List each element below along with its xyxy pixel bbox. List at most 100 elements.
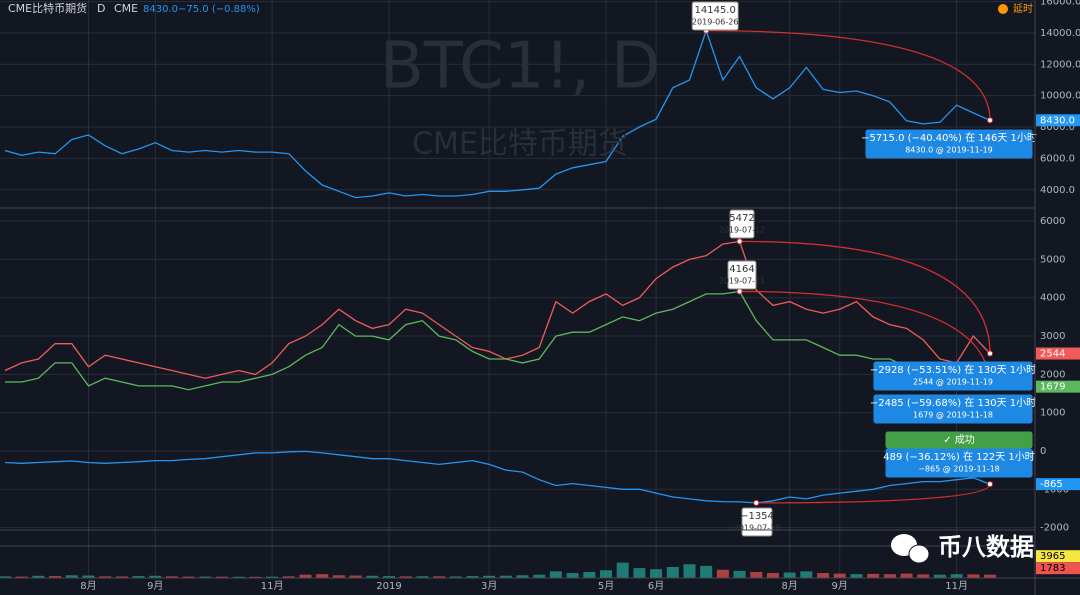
measure-point [987, 350, 993, 357]
price-badge [1036, 114, 1080, 127]
volume-bar [633, 568, 646, 578]
volume-bar [850, 574, 863, 578]
logo-icon [908, 544, 930, 564]
volume-bar [700, 565, 713, 578]
annotation-text: 14145.0 [695, 5, 736, 16]
y-tick-label: 12000.0 [1040, 59, 1080, 70]
price-badge-label: 2544 [1040, 349, 1065, 360]
price-badge-label: -865 [1040, 479, 1063, 490]
price-badge-label: 8430.0 [1040, 115, 1075, 126]
series-line [4, 450, 991, 504]
volume-bar [766, 573, 779, 578]
volume-bar [149, 575, 162, 578]
annotation-text: −865 @ 2019-11-18 [918, 465, 1000, 474]
symbol: CME比特币期货 [8, 1, 87, 15]
y-tick-label: 14000.0 [1040, 28, 1080, 39]
volume-bar [967, 574, 980, 578]
volume-bar [232, 576, 245, 578]
price-badge-label: 3965 [1040, 551, 1065, 562]
volume-bar [165, 576, 178, 578]
volume-bar [449, 576, 462, 578]
volume-bar [783, 572, 796, 578]
price-badge [1036, 550, 1080, 563]
volume-bar [566, 573, 579, 578]
annotation-text: 2544 @ 2019-11-19 [913, 378, 993, 387]
annotation-text: −2485 (−59.68%) 在 130天 1小时 [870, 397, 1036, 409]
measure-arc [756, 483, 991, 504]
volume-bar [299, 574, 312, 578]
y-tick-label: 5000 [1040, 254, 1065, 265]
y-tick-label: -2000 [1040, 523, 1069, 534]
measure-arc [706, 30, 991, 121]
annotation-box [885, 448, 1033, 478]
annotation-text: 8430.0 @ 2019-11-19 [905, 146, 993, 155]
volume-bar [833, 573, 846, 578]
measure-point [736, 288, 743, 295]
annotation-box [729, 209, 755, 239]
volume-bar [366, 575, 379, 578]
volume-bar [99, 576, 112, 578]
annotation-text: 2019-07-18 [734, 524, 781, 533]
x-tick-label: 8月 [80, 580, 96, 592]
annotation-box [873, 394, 1033, 424]
annotation-text: −2928 (−53.51%) 在 130天 1小时 [870, 364, 1036, 376]
y-tick-label: 10000.0 [1040, 91, 1080, 102]
y-tick-label: 6000 [1040, 216, 1065, 227]
price-badge [1036, 478, 1080, 491]
measure-point [987, 117, 993, 124]
volume-bar [65, 575, 78, 578]
volume-bar [49, 576, 62, 578]
volume-bar [583, 571, 596, 578]
volume-bar [800, 571, 813, 578]
volume-bar [733, 570, 746, 578]
price-badge [1036, 347, 1080, 360]
volume-bar [416, 576, 429, 578]
measure-arc [739, 240, 991, 354]
annotation-text: 5472 [729, 213, 754, 224]
annotation-text: ✓ 成功 [943, 434, 975, 446]
measure-point [753, 499, 760, 506]
volume-bar [216, 576, 229, 578]
change: −75.0 (−0.88%) [178, 4, 260, 15]
measure-point [987, 481, 993, 488]
measure-point [736, 238, 743, 245]
volume-bar [32, 575, 45, 578]
volume-bar [199, 576, 212, 578]
volume-bar [433, 576, 446, 578]
x-tick-label: 11月 [261, 580, 284, 592]
annotation-text: 1679 @ 2019-11-18 [913, 411, 993, 420]
volume-bar [950, 574, 963, 578]
volume-bar [332, 575, 345, 578]
price-badge-label: 1679 [1040, 382, 1065, 393]
annotation-text: −5715.0 (−40.40%) 在 146天 1小时 [861, 132, 1037, 144]
volume-bar [900, 573, 913, 578]
volume-bar [516, 575, 529, 578]
volume-bar [917, 574, 930, 578]
volume-bar [817, 573, 830, 578]
price-badge-label: 1783 [1040, 563, 1065, 574]
y-tick-label: 0 [1040, 446, 1046, 457]
volume-bar [399, 576, 412, 578]
volume-bar [282, 576, 295, 578]
annotation-box [727, 260, 757, 290]
volume-bar [750, 571, 763, 578]
volume-bar [499, 575, 512, 578]
y-tick-label: 6000.0 [1040, 153, 1075, 164]
y-tick-label: 2000 [1040, 369, 1065, 380]
annotation-text: 489 (−36.12%) 在 122天 1小时 [883, 451, 1035, 463]
x-tick-label: 8月 [781, 580, 797, 592]
volume-bar [549, 571, 562, 578]
volume-bar [867, 573, 880, 578]
logo-text: 币八数据 [938, 533, 1034, 561]
delay-label: 延时 [1013, 3, 1033, 15]
volume-bar [316, 574, 329, 578]
price-line [4, 28, 991, 199]
x-tick-label: 11月 [945, 580, 968, 592]
y-tick-label: 4000.0 [1040, 185, 1075, 196]
volume-bar [15, 576, 28, 578]
annotation-box [691, 1, 739, 31]
volume-bar [266, 576, 279, 578]
volume-bar [616, 562, 629, 578]
x-tick-label: 6月 [648, 580, 664, 592]
